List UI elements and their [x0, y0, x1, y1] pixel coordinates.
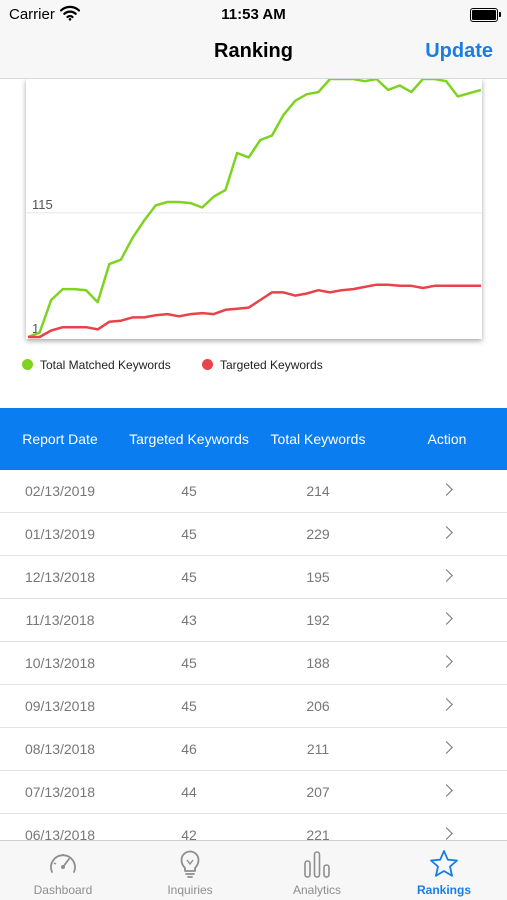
tab-rankings[interactable]: Rankings [381, 841, 507, 900]
table-row[interactable]: 02/13/2019 45 214 [0, 470, 507, 513]
targeted-keywords-cell: 46 [181, 741, 197, 757]
total-keywords-cell: 229 [306, 526, 330, 542]
report-date-cell: 02/13/2019 [24, 483, 96, 499]
line-chart-canvas: 115 1 [26, 79, 482, 339]
targeted-keywords-cell: 45 [181, 655, 197, 671]
table-row[interactable]: 08/13/2018 46 211 [0, 728, 507, 771]
ranking-chart: 115 1 [26, 79, 482, 339]
total-keywords-cell: 221 [306, 827, 330, 841]
report-date-cell: 01/13/2019 [24, 526, 96, 542]
report-date-cell: 07/13/2018 [24, 784, 96, 800]
series-line-matched [27, 79, 482, 339]
header-targeted-keywords: Targeted Keywords [129, 430, 249, 447]
tab-inquiries[interactable]: Inquiries [127, 841, 253, 900]
header-report-date: Report Date [22, 430, 98, 447]
tab-dashboard[interactable]: Dashboard [0, 841, 126, 900]
legend-item-targeted: Targeted Keywords [202, 358, 323, 372]
series-line-targeted [28, 283, 481, 339]
y-tick-label: 115 [32, 197, 53, 212]
table-row[interactable]: 11/13/2018 43 192 [0, 599, 507, 642]
navigation-bar: Ranking Update [0, 30, 507, 79]
total-keywords-cell: 188 [306, 655, 330, 671]
total-keywords-cell: 206 [306, 698, 330, 714]
status-bar: Carrier 11:53 AM [0, 0, 507, 30]
targeted-keywords-cell: 45 [181, 698, 197, 714]
report-date-cell: 11/13/2018 [25, 612, 95, 628]
legend-label-matched: Total Matched Keywords [40, 358, 171, 372]
table-header: Report Date Targeted Keywords Total Keyw… [0, 408, 507, 470]
chevron-right-icon[interactable] [440, 784, 453, 797]
targeted-keywords-cell: 44 [181, 784, 197, 800]
battery-icon [470, 8, 501, 22]
report-date-cell: 12/13/2018 [24, 569, 96, 585]
chevron-right-icon[interactable] [440, 526, 453, 539]
tab-analytics[interactable]: Analytics [254, 841, 380, 900]
tab-label-analytics: Analytics [292, 883, 342, 897]
carrier-label: Carrier [9, 6, 55, 23]
header-total-keywords: Total Keywords [270, 430, 366, 447]
y-tick-label: 1 [32, 321, 39, 336]
table-row[interactable]: 06/13/2018 42 221 [0, 814, 507, 841]
chevron-right-icon[interactable] [440, 483, 453, 496]
report-date-cell: 10/13/2018 [24, 655, 96, 671]
status-time: 11:53 AM [221, 6, 286, 23]
update-button[interactable]: Update [425, 40, 493, 62]
header-action: Action [427, 430, 467, 447]
chevron-right-icon[interactable] [440, 655, 453, 668]
chevron-right-icon[interactable] [440, 741, 453, 754]
chevron-right-icon[interactable] [440, 612, 453, 625]
targeted-keywords-cell: 43 [181, 612, 197, 628]
legend-label-targeted: Targeted Keywords [220, 358, 323, 372]
tab-label-rankings: Rankings [416, 883, 471, 897]
total-keywords-cell: 214 [306, 483, 330, 499]
chevron-right-icon[interactable] [440, 569, 453, 582]
tab-label-inquiries: Inquiries [167, 883, 213, 897]
lightbulb-icon [180, 850, 200, 878]
bar-chart-icon [304, 851, 330, 878]
page-title: Ranking [214, 40, 293, 62]
targeted-keywords-cell: 45 [181, 526, 197, 542]
table-row[interactable]: 09/13/2018 45 206 [0, 685, 507, 728]
star-icon [430, 850, 458, 877]
chevron-right-icon[interactable] [440, 698, 453, 711]
targeted-keywords-cell: 45 [181, 569, 197, 585]
targeted-keywords-cell: 45 [181, 483, 197, 499]
table-row[interactable]: 07/13/2018 44 207 [0, 771, 507, 814]
report-date-cell: 06/13/2018 [24, 827, 96, 841]
legend-dot-matched [22, 359, 33, 370]
table-row[interactable]: 10/13/2018 45 188 [0, 642, 507, 685]
report-date-cell: 08/13/2018 [24, 741, 96, 757]
tab-label-dashboard: Dashboard [33, 883, 93, 897]
tab-bar: Dashboard Inquiries Analytics Rankings [0, 840, 507, 900]
report-date-cell: 09/13/2018 [24, 698, 96, 714]
total-keywords-cell: 207 [306, 784, 330, 800]
legend-dot-targeted [202, 359, 213, 370]
chevron-right-icon[interactable] [440, 827, 453, 840]
table-row[interactable]: 12/13/2018 45 195 [0, 556, 507, 599]
speedometer-icon [50, 854, 76, 873]
report-list: 02/13/2019 45 214 01/13/2019 45 229 12/13/2018… [0, 470, 507, 841]
targeted-keywords-cell: 42 [181, 827, 197, 841]
total-keywords-cell: 195 [306, 569, 330, 585]
wifi-icon [60, 5, 80, 21]
table-row[interactable]: 01/13/2019 45 229 [0, 513, 507, 556]
legend-item-matched: Total Matched Keywords [22, 358, 171, 372]
total-keywords-cell: 211 [306, 741, 330, 757]
total-keywords-cell: 192 [306, 612, 330, 628]
